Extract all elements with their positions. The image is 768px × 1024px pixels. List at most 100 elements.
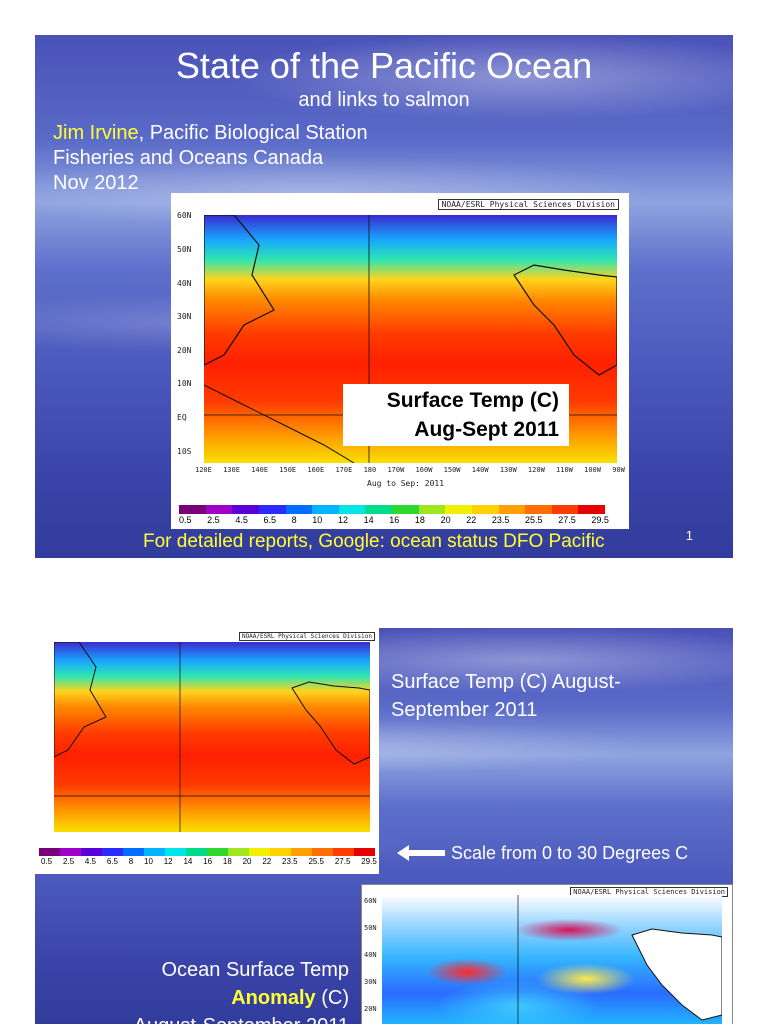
legend-value: 14	[363, 515, 374, 525]
author-affiliation: , Pacific Biological Station	[138, 122, 368, 144]
color-legend-bar	[39, 848, 375, 856]
organization: Fisheries and Oceans Canada	[53, 147, 324, 169]
date: Nov 2012	[53, 172, 139, 194]
lat-tick: 50N	[364, 924, 377, 932]
lon-tick: 140E	[251, 466, 269, 474]
map-credit: NOAA/ESRL Physical Sciences Division	[238, 632, 375, 641]
map-period: Aug to Sep: 2011	[367, 479, 445, 488]
lon-tick: 90W	[612, 466, 625, 474]
lat-tick: 40N	[364, 951, 377, 959]
legend-value: 16	[203, 857, 213, 866]
lat-tick: 30N	[177, 312, 192, 321]
legend-value: 18	[222, 857, 232, 866]
legend-value: 4.5	[84, 857, 96, 866]
legend-value: 8	[128, 857, 134, 866]
sst-map-figure-small: NOAA/ESRL Physical Sciences Division 0.5…	[35, 628, 379, 874]
legend-swatch	[392, 505, 419, 514]
slide2-heading: Surface Temp (C) August- September 2011	[391, 668, 621, 724]
legend-value: 20	[242, 857, 252, 866]
lon-axis: 120E 130E 140E 150E 160E 170E 180 170W 1…	[195, 466, 625, 478]
author-block: Jim Irvine, Pacific Biological Station F…	[53, 121, 368, 196]
author-name: Jim Irvine	[53, 122, 139, 144]
legend-value: 22	[262, 857, 272, 866]
legend-value: 22	[466, 515, 477, 525]
legend-value: 14	[183, 857, 193, 866]
lon-tick: 130W	[499, 466, 517, 474]
lon-tick: 180	[363, 466, 377, 474]
legend-value: 23.5	[491, 515, 510, 525]
lon-tick: 150E	[279, 466, 297, 474]
lat-tick: 10S	[177, 447, 192, 456]
lat-tick: 30N	[364, 978, 377, 986]
legend-values: 0.5 2.5 4.5 6.5 8 10 12 14 16 18 20 22 23.5 25.5 27.5 2…	[41, 857, 377, 866]
legend-swatch	[232, 505, 259, 514]
callout-line: Aug-Sept 2011	[414, 418, 559, 441]
slide-number: 1	[685, 528, 693, 543]
callout-line: Surface Temp (C)	[386, 389, 559, 412]
legend-value: 27.5	[558, 515, 576, 525]
legend-swatch	[525, 505, 552, 514]
legend-value: 10	[312, 515, 323, 525]
legend-value: 0.5	[179, 515, 192, 525]
legend-value: 2.5	[62, 857, 75, 866]
legend-value: 6.5	[106, 857, 118, 866]
slide-subtitle: and links to salmon	[298, 89, 470, 111]
legend-swatch	[338, 505, 366, 514]
lat-tick: 50N	[177, 245, 192, 254]
lon-tick: 120W	[527, 466, 545, 474]
legend-swatch	[578, 505, 605, 514]
legend-value: 29.5	[361, 857, 377, 866]
anomaly-word: Anomaly	[231, 987, 316, 1009]
legend-swatch	[205, 505, 233, 514]
legend-swatch	[445, 505, 472, 514]
sst-map	[54, 642, 370, 832]
legend-value: 12	[163, 857, 173, 866]
legend-value: 29.5	[591, 515, 609, 525]
lat-axis: 60N 50N 40N 30N 20N	[364, 895, 382, 1024]
legend-value: 10	[144, 857, 153, 866]
anomaly-map-figure: NOAA/ESRL Physical Sciences Division 60N…	[361, 884, 733, 1024]
caption-line: Ocean Surface Temp	[161, 959, 349, 981]
legend-value: 27.5	[334, 857, 351, 866]
legend-value: 0.5	[41, 857, 53, 866]
legend-value: 25.5	[525, 515, 543, 525]
legend-value: 18	[414, 515, 425, 525]
lat-tick: 60N	[364, 897, 377, 905]
lat-tick: 40N	[177, 279, 192, 288]
lon-tick: 170W	[387, 466, 405, 474]
legend-swatch	[418, 505, 446, 514]
left-arrow-icon	[397, 845, 445, 861]
lon-tick: 160W	[415, 466, 433, 474]
lat-tick: 60N	[177, 211, 192, 220]
lon-tick: 160E	[307, 466, 325, 474]
footer-note: For detailed reports, Google: ocean stat…	[143, 531, 605, 552]
lat-axis: 60N 50N 40N 30N 20N 10N EQ 10S	[177, 211, 201, 467]
caption-line: August-September 2011	[35, 1012, 349, 1024]
legend-value: 2.5	[207, 515, 220, 525]
legend-swatch	[312, 505, 339, 514]
lat-tick: 20N	[364, 1005, 377, 1013]
legend-value: 16	[389, 515, 400, 525]
map-credit: NOAA/ESRL Physical Sciences Division	[437, 199, 619, 210]
legend-values: 0.5 2.5 4.5 6.5 8 10 12 14 16 18 20 22 23.5 25.5 27.5 2…	[179, 515, 609, 525]
legend-swatch	[551, 505, 579, 514]
legend-swatch	[365, 505, 392, 514]
lon-tick: 110W	[556, 466, 573, 474]
lon-tick: 150W	[443, 466, 461, 474]
scale-note: Scale from 0 to 30 Degrees C	[451, 843, 689, 863]
sst-map-figure: NOAA/ESRL Physical Sciences Division 60N…	[171, 193, 629, 529]
heading-line: September 2011	[391, 699, 538, 721]
slide-1: State of the Pacific Ocean and links to …	[35, 35, 733, 558]
legend-swatch	[179, 505, 206, 514]
lon-tick: 170E	[335, 466, 353, 474]
legend-swatch	[285, 505, 313, 514]
lon-tick: 140W	[471, 466, 489, 474]
map-callout: Surface Temp (C) Aug-Sept 2011	[343, 384, 569, 446]
legend-value: 12	[337, 515, 348, 525]
anomaly-map	[382, 895, 722, 1024]
legend-swatch	[498, 505, 526, 514]
anomaly-unit: (C)	[315, 987, 349, 1009]
lat-tick: 10N	[177, 379, 192, 388]
lat-tick: 20N	[177, 346, 192, 355]
color-legend-bar	[179, 505, 605, 514]
